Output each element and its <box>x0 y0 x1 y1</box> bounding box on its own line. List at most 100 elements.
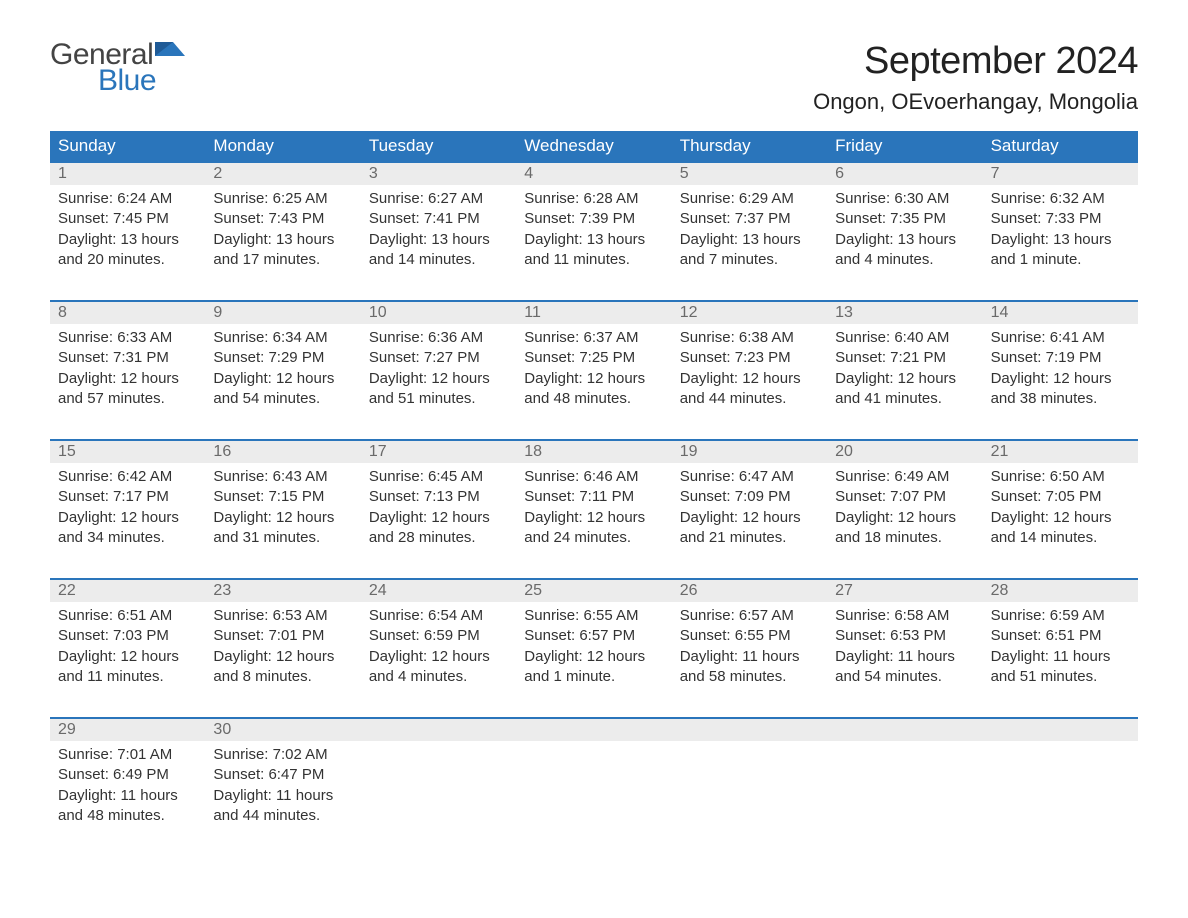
day-cell: Sunrise: 6:27 AMSunset: 7:41 PMDaylight:… <box>361 185 516 300</box>
weekday-header-row: SundayMondayTuesdayWednesdayThursdayFrid… <box>50 131 1138 161</box>
daynum-row: 2930 <box>50 719 1138 741</box>
daylight-text-1: Daylight: 12 hours <box>369 508 508 528</box>
day-cell: Sunrise: 6:32 AMSunset: 7:33 PMDaylight:… <box>983 185 1138 300</box>
day-number: 14 <box>983 302 1138 324</box>
daylight-text-2: and 44 minutes. <box>213 806 352 826</box>
day-cell: Sunrise: 6:57 AMSunset: 6:55 PMDaylight:… <box>672 602 827 717</box>
sunrise-text: Sunrise: 7:02 AM <box>213 745 352 765</box>
sunrise-text: Sunrise: 6:30 AM <box>835 189 974 209</box>
calendar-week: 891011121314Sunrise: 6:33 AMSunset: 7:31… <box>50 300 1138 439</box>
day-cell: Sunrise: 6:53 AMSunset: 7:01 PMDaylight:… <box>205 602 360 717</box>
calendar-week: 15161718192021Sunrise: 6:42 AMSunset: 7:… <box>50 439 1138 578</box>
daylight-text-2: and 48 minutes. <box>524 389 663 409</box>
day-cell: Sunrise: 6:40 AMSunset: 7:21 PMDaylight:… <box>827 324 982 439</box>
day-number: 9 <box>205 302 360 324</box>
day-cell: Sunrise: 6:43 AMSunset: 7:15 PMDaylight:… <box>205 463 360 578</box>
daylight-text-1: Daylight: 11 hours <box>991 647 1130 667</box>
daynum-row: 891011121314 <box>50 302 1138 324</box>
daylight-text-2: and 4 minutes. <box>369 667 508 687</box>
daylight-text-1: Daylight: 12 hours <box>680 369 819 389</box>
sunrise-text: Sunrise: 6:54 AM <box>369 606 508 626</box>
day-cell: Sunrise: 6:33 AMSunset: 7:31 PMDaylight:… <box>50 324 205 439</box>
day-cell: Sunrise: 6:58 AMSunset: 6:53 PMDaylight:… <box>827 602 982 717</box>
daylight-text-2: and 14 minutes. <box>369 250 508 270</box>
sunset-text: Sunset: 7:11 PM <box>524 487 663 507</box>
sunrise-text: Sunrise: 6:37 AM <box>524 328 663 348</box>
daylight-text-2: and 31 minutes. <box>213 528 352 548</box>
day-number: 20 <box>827 441 982 463</box>
sunrise-text: Sunrise: 6:47 AM <box>680 467 819 487</box>
sunset-text: Sunset: 7:37 PM <box>680 209 819 229</box>
logo: General Blue <box>50 40 185 96</box>
daylight-text-2: and 58 minutes. <box>680 667 819 687</box>
daylight-text-1: Daylight: 12 hours <box>213 508 352 528</box>
day-cell: Sunrise: 6:59 AMSunset: 6:51 PMDaylight:… <box>983 602 1138 717</box>
day-number: 6 <box>827 163 982 185</box>
daylight-text-2: and 54 minutes. <box>835 667 974 687</box>
day-number: 3 <box>361 163 516 185</box>
daylight-text-1: Daylight: 12 hours <box>58 369 197 389</box>
daylight-text-1: Daylight: 12 hours <box>835 508 974 528</box>
day-cell: Sunrise: 6:42 AMSunset: 7:17 PMDaylight:… <box>50 463 205 578</box>
day-number: 24 <box>361 580 516 602</box>
sunset-text: Sunset: 7:29 PM <box>213 348 352 368</box>
daylight-text-2: and 51 minutes. <box>369 389 508 409</box>
sunset-text: Sunset: 6:57 PM <box>524 626 663 646</box>
sunrise-text: Sunrise: 7:01 AM <box>58 745 197 765</box>
sunrise-text: Sunrise: 6:59 AM <box>991 606 1130 626</box>
day-cell: Sunrise: 6:24 AMSunset: 7:45 PMDaylight:… <box>50 185 205 300</box>
day-cell: Sunrise: 7:01 AMSunset: 6:49 PMDaylight:… <box>50 741 205 856</box>
day-number: 5 <box>672 163 827 185</box>
day-cell: Sunrise: 6:41 AMSunset: 7:19 PMDaylight:… <box>983 324 1138 439</box>
daynum-row: 15161718192021 <box>50 441 1138 463</box>
day-number: 4 <box>516 163 671 185</box>
sunset-text: Sunset: 6:55 PM <box>680 626 819 646</box>
daylight-text-1: Daylight: 11 hours <box>835 647 974 667</box>
day-cell: Sunrise: 6:34 AMSunset: 7:29 PMDaylight:… <box>205 324 360 439</box>
day-number: 12 <box>672 302 827 324</box>
day-number: 27 <box>827 580 982 602</box>
sunset-text: Sunset: 7:19 PM <box>991 348 1130 368</box>
day-number: 11 <box>516 302 671 324</box>
sunset-text: Sunset: 7:03 PM <box>58 626 197 646</box>
daylight-text-1: Daylight: 12 hours <box>369 647 508 667</box>
location-text: Ongon, OEvoerhangay, Mongolia <box>813 89 1138 115</box>
sunset-text: Sunset: 7:17 PM <box>58 487 197 507</box>
sunset-text: Sunset: 7:41 PM <box>369 209 508 229</box>
sunset-text: Sunset: 7:45 PM <box>58 209 197 229</box>
sunrise-text: Sunrise: 6:40 AM <box>835 328 974 348</box>
daylight-text-1: Daylight: 12 hours <box>58 508 197 528</box>
sunset-text: Sunset: 7:21 PM <box>835 348 974 368</box>
daylight-text-1: Daylight: 11 hours <box>680 647 819 667</box>
daylight-text-1: Daylight: 13 hours <box>58 230 197 250</box>
sunset-text: Sunset: 7:43 PM <box>213 209 352 229</box>
day-number: 13 <box>827 302 982 324</box>
day-number: 17 <box>361 441 516 463</box>
daylight-text-1: Daylight: 12 hours <box>213 647 352 667</box>
day-number: 23 <box>205 580 360 602</box>
daylight-text-1: Daylight: 12 hours <box>58 647 197 667</box>
daylight-text-2: and 14 minutes. <box>991 528 1130 548</box>
daylight-text-2: and 48 minutes. <box>58 806 197 826</box>
sunrise-text: Sunrise: 6:49 AM <box>835 467 974 487</box>
sunrise-text: Sunrise: 6:41 AM <box>991 328 1130 348</box>
daynum-row: 1234567 <box>50 163 1138 185</box>
daylight-text-2: and 44 minutes. <box>680 389 819 409</box>
sunrise-text: Sunrise: 6:53 AM <box>213 606 352 626</box>
sunrise-text: Sunrise: 6:51 AM <box>58 606 197 626</box>
sunrise-text: Sunrise: 6:57 AM <box>680 606 819 626</box>
day-cell: Sunrise: 6:46 AMSunset: 7:11 PMDaylight:… <box>516 463 671 578</box>
day-cell: Sunrise: 6:54 AMSunset: 6:59 PMDaylight:… <box>361 602 516 717</box>
day-number: 8 <box>50 302 205 324</box>
day-number <box>983 719 1138 741</box>
daylight-text-1: Daylight: 12 hours <box>524 508 663 528</box>
daylight-text-1: Daylight: 12 hours <box>991 369 1130 389</box>
weekday-label: Thursday <box>672 131 827 161</box>
sunset-text: Sunset: 6:53 PM <box>835 626 974 646</box>
weekday-label: Tuesday <box>361 131 516 161</box>
day-cell: Sunrise: 6:51 AMSunset: 7:03 PMDaylight:… <box>50 602 205 717</box>
daylight-text-2: and 24 minutes. <box>524 528 663 548</box>
month-title: September 2024 <box>813 40 1138 83</box>
sunset-text: Sunset: 7:23 PM <box>680 348 819 368</box>
sunset-text: Sunset: 7:27 PM <box>369 348 508 368</box>
